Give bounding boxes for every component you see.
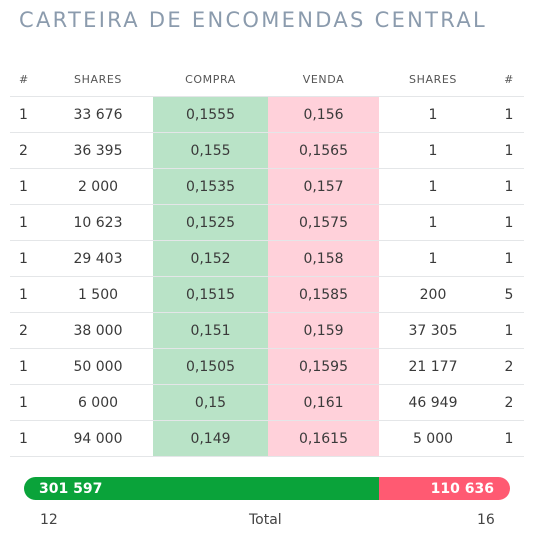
ask-shares: 1 — [428, 106, 438, 123]
header-bid-price: COMPRA — [185, 72, 236, 86]
ask-order-count: 1 — [504, 430, 514, 447]
bid-price: 0,15 — [153, 385, 268, 420]
header-ask-price: VENDA — [302, 72, 345, 86]
total-bid-orders: 12 — [40, 512, 58, 528]
ask-shares: 1 — [428, 250, 438, 267]
total-ask-shares: 110 636 — [430, 480, 494, 497]
ask-price: 0,158 — [268, 241, 379, 276]
ask-order-count: 2 — [504, 394, 514, 411]
bid-shares: 33 676 — [73, 106, 123, 123]
ask-order-count: 2 — [504, 358, 514, 375]
ask-order-count: 1 — [504, 106, 514, 123]
ask-order-count: 1 — [504, 322, 514, 339]
header-ask-count: # — [504, 72, 514, 86]
ask-order-count: 1 — [504, 178, 514, 195]
table-row: 1 1 500 0,1515 0,1585 200 5 — [10, 277, 524, 313]
table-row: 1 2 000 0,1535 0,157 1 1 — [10, 169, 524, 205]
ask-price: 0,159 — [268, 313, 379, 348]
table-row: 1 10 623 0,1525 0,1575 1 1 — [10, 205, 524, 241]
total-label: Total — [249, 512, 282, 528]
table-header-row: # SHARES COMPRA VENDA SHARES # — [10, 62, 524, 97]
bid-order-count: 2 — [19, 142, 28, 159]
bid-order-count: 1 — [19, 358, 28, 375]
bid-shares: 2 000 — [77, 178, 119, 195]
bid-shares: 36 395 — [73, 142, 123, 159]
ask-volume-bar: 110 636 — [379, 477, 510, 500]
order-book-table: # SHARES COMPRA VENDA SHARES # 1 33 676 0,… — [10, 62, 524, 457]
ask-order-count: 1 — [504, 250, 514, 267]
ask-shares: 1 — [428, 178, 438, 195]
ask-price: 0,1575 — [268, 205, 379, 240]
ask-shares: 5 000 — [412, 430, 454, 447]
table-row: 1 29 403 0,152 0,158 1 1 — [10, 241, 524, 277]
bid-volume-bar: 301 597 — [24, 477, 379, 500]
bid-order-count: 1 — [19, 286, 28, 303]
ask-price: 0,156 — [268, 97, 379, 132]
header-bid-shares: SHARES — [74, 72, 122, 86]
bid-order-count: 1 — [19, 214, 28, 231]
ask-order-count: 1 — [504, 214, 514, 231]
ask-shares: 46 949 — [408, 394, 458, 411]
total-ask-orders: 16 — [477, 512, 495, 528]
bid-order-count: 1 — [19, 106, 28, 123]
ask-price: 0,1615 — [268, 421, 379, 456]
bid-order-count: 1 — [19, 178, 28, 195]
ask-price: 0,1595 — [268, 349, 379, 384]
bid-shares: 10 623 — [73, 214, 123, 231]
header-ask-shares: SHARES — [409, 72, 457, 86]
ask-order-count: 1 — [504, 142, 514, 159]
bid-shares: 50 000 — [73, 358, 123, 375]
bid-shares: 6 000 — [77, 394, 119, 411]
ask-price: 0,161 — [268, 385, 379, 420]
table-body: 1 33 676 0,1555 0,156 1 1 2 36 395 0,155 0,1565 1 1… — [10, 97, 524, 457]
bid-price: 0,149 — [153, 421, 268, 456]
bid-order-count: 1 — [19, 430, 28, 447]
bid-shares: 29 403 — [73, 250, 123, 267]
bid-order-count: 1 — [19, 250, 28, 267]
table-row: 2 36 395 0,155 0,1565 1 1 — [10, 133, 524, 169]
ask-price: 0,1585 — [268, 277, 379, 312]
table-row: 2 38 000 0,151 0,159 37 305 1 — [10, 313, 524, 349]
bid-price: 0,152 — [153, 241, 268, 276]
ask-shares: 200 — [419, 286, 447, 303]
bid-order-count: 1 — [19, 394, 28, 411]
header-bid-count: # — [19, 72, 29, 86]
table-row: 1 6 000 0,15 0,161 46 949 2 — [10, 385, 524, 421]
ask-shares: 1 — [428, 142, 438, 159]
bid-price: 0,1535 — [153, 169, 268, 204]
bid-price: 0,1555 — [153, 97, 268, 132]
bid-order-count: 2 — [19, 322, 28, 339]
table-row: 1 50 000 0,1505 0,1595 21 177 2 — [10, 349, 524, 385]
bid-price: 0,155 — [153, 133, 268, 168]
bid-shares: 38 000 — [73, 322, 123, 339]
ask-shares: 37 305 — [408, 322, 458, 339]
bid-shares: 1 500 — [77, 286, 119, 303]
bid-price: 0,1525 — [153, 205, 268, 240]
bid-price: 0,151 — [153, 313, 268, 348]
page-title: CARTEIRA DE ENCOMENDAS CENTRAL — [19, 8, 487, 32]
ask-order-count: 5 — [504, 286, 514, 303]
table-row: 1 33 676 0,1555 0,156 1 1 — [10, 97, 524, 133]
bid-price: 0,1505 — [153, 349, 268, 384]
volume-balance-bar: 301 597 110 636 — [24, 477, 510, 500]
total-bid-shares: 301 597 — [39, 480, 103, 497]
ask-price: 0,157 — [268, 169, 379, 204]
bid-price: 0,1515 — [153, 277, 268, 312]
bid-shares: 94 000 — [73, 430, 123, 447]
ask-shares: 1 — [428, 214, 438, 231]
ask-shares: 21 177 — [408, 358, 458, 375]
table-row: 1 94 000 0,149 0,1615 5 000 1 — [10, 421, 524, 457]
ask-price: 0,1565 — [268, 133, 379, 168]
